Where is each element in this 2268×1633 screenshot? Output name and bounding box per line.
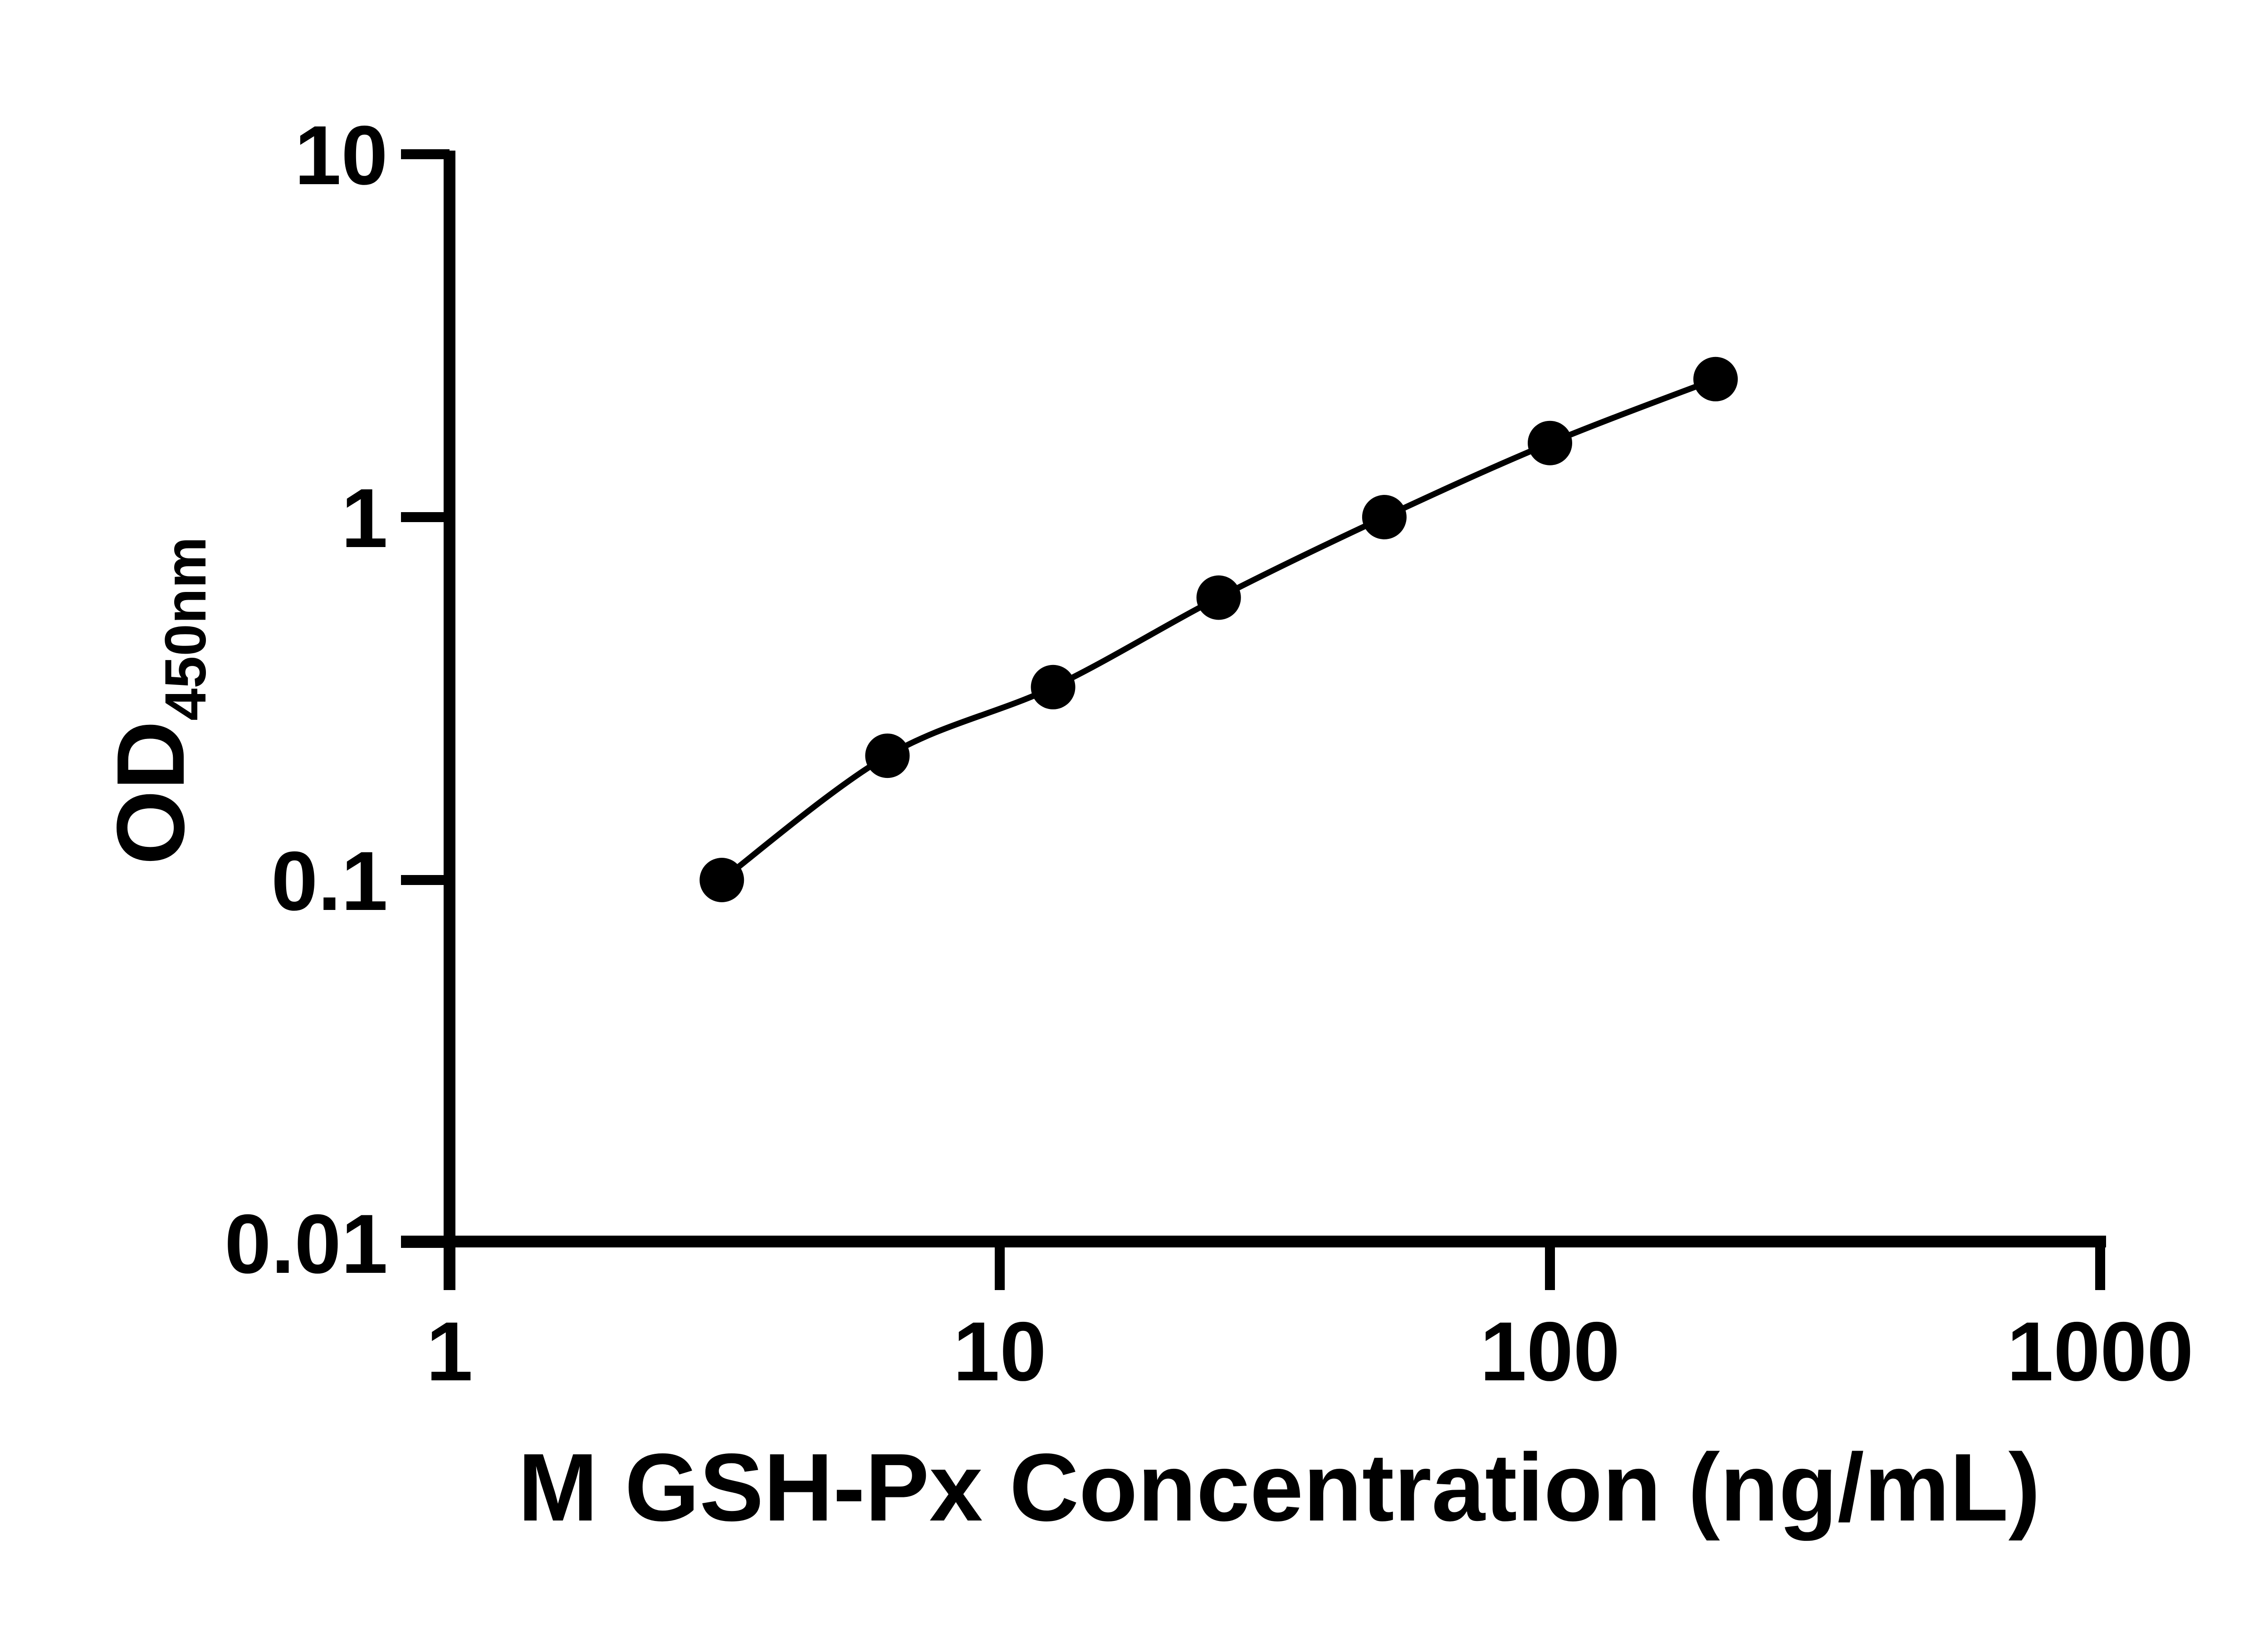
y-axis-title: OD450nm bbox=[97, 537, 218, 865]
y-axis-title-main: OD bbox=[97, 721, 204, 865]
y-axis-title-subscript: 450nm bbox=[153, 537, 218, 721]
x-tick-label: 1 bbox=[426, 1305, 473, 1398]
data-point-marker bbox=[1196, 575, 1241, 620]
series-layer bbox=[699, 357, 1738, 902]
y-tick-label: 0.1 bbox=[271, 835, 388, 928]
y-tick-label: 1 bbox=[341, 472, 388, 565]
y-tick-label: 10 bbox=[294, 109, 388, 202]
x-tick-label: 10 bbox=[953, 1305, 1046, 1398]
x-tick-label: 100 bbox=[1480, 1305, 1620, 1398]
tick-labels-layer: 10 1 0.1 0.01 1 10 100 1000 bbox=[225, 109, 2194, 1398]
data-point-marker bbox=[1362, 495, 1407, 539]
ticks-layer bbox=[401, 149, 2105, 1290]
y-tick-label: 0.01 bbox=[225, 1198, 388, 1291]
data-point-marker bbox=[1031, 665, 1075, 709]
x-axis-title: M GSH-Px Concentration (ng/mL) bbox=[518, 1433, 2041, 1541]
data-point-marker bbox=[699, 858, 744, 902]
x-tick-label: 1000 bbox=[2007, 1305, 2194, 1398]
axes-layer bbox=[401, 151, 2106, 1290]
data-point-marker bbox=[1528, 420, 1572, 465]
data-point-marker bbox=[1693, 357, 1738, 401]
data-point-marker bbox=[865, 733, 910, 778]
